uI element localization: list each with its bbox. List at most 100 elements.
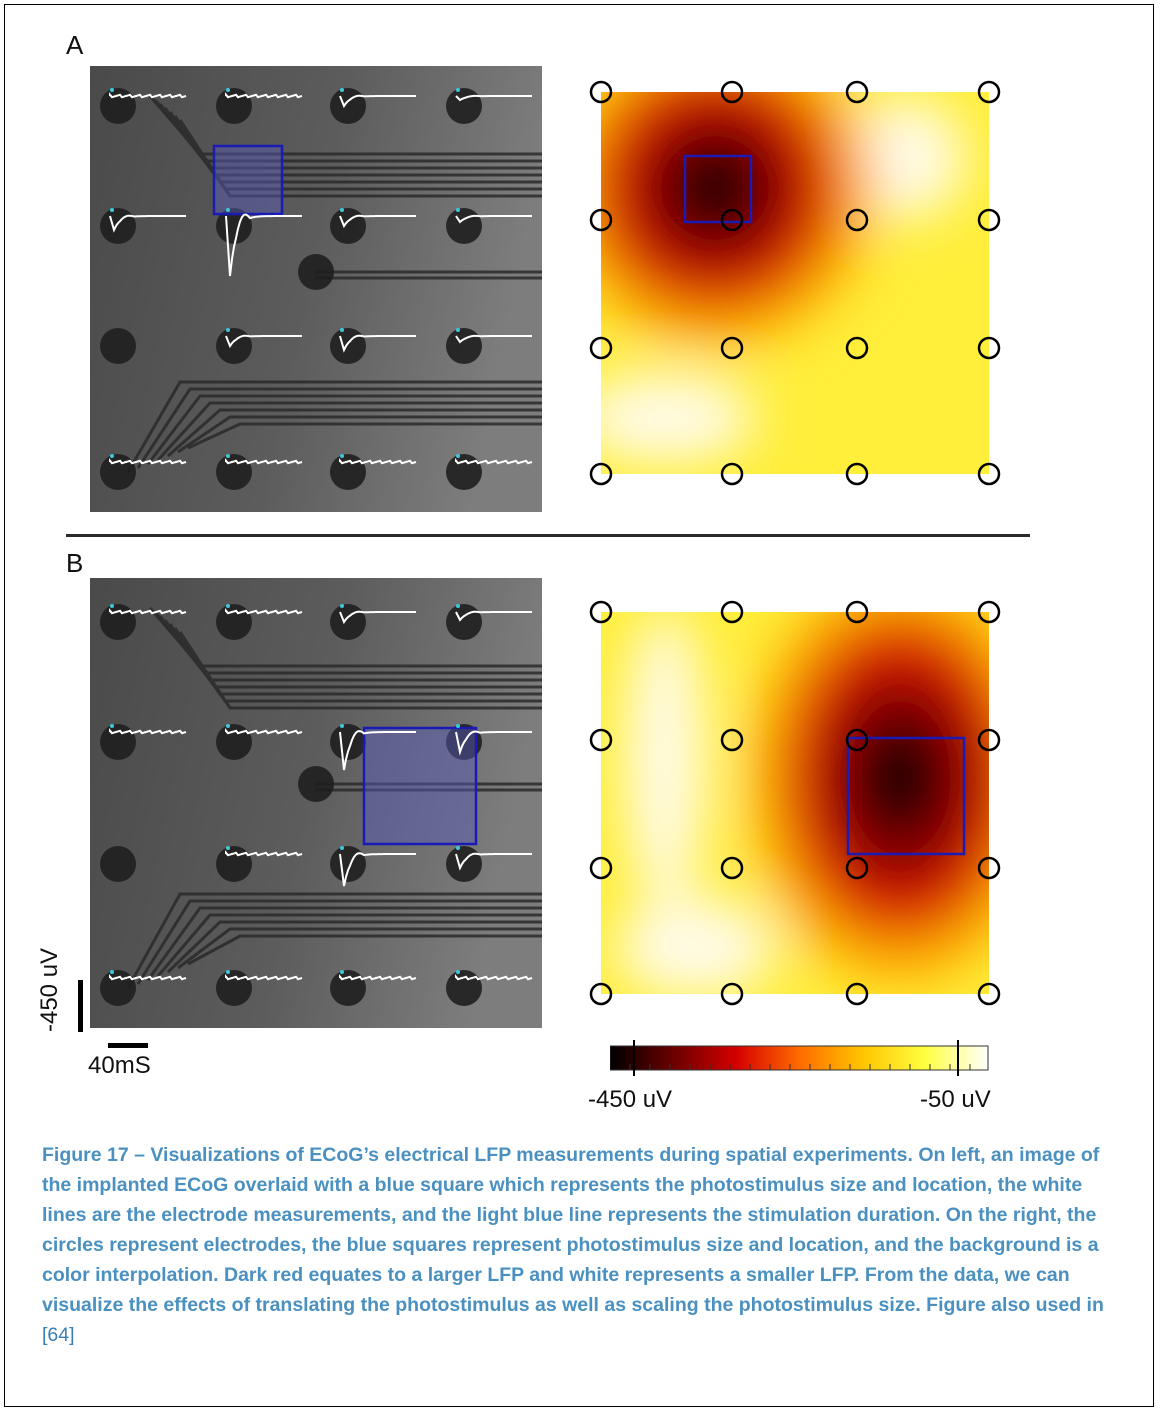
panel-b-electrode-trace: [339, 852, 416, 887]
vertical-scale-label: -450 uV: [36, 947, 63, 1032]
panel-a-stim-marker: [226, 88, 230, 92]
panel-a-electrode-circle: [977, 208, 1001, 232]
panel-a-stim-marker: [340, 454, 344, 458]
panel-b-electrode-trace: [225, 608, 303, 615]
panel-b-electrode-pad: [100, 604, 136, 640]
figure-frame: [4, 4, 1154, 1407]
panel-a-electrode-pad: [100, 328, 136, 364]
panel-b-electrode-pad: [298, 766, 334, 802]
panel-a-electrode-pad: [100, 208, 136, 244]
colorbar-max-label: -50 uV: [920, 1086, 991, 1113]
panel-a-electrode-trace: [109, 458, 187, 465]
panel-a-electrode-circle: [845, 80, 869, 104]
panel-a-stim-marker: [110, 454, 114, 458]
panel-b-electrode-circle: [720, 728, 744, 752]
panel-b-electrode-pad: [100, 846, 136, 882]
panel-a-electrode-pad: [446, 328, 482, 364]
panel-a-electrode-trace: [455, 334, 532, 344]
panel-b-stim-marker: [340, 846, 344, 850]
panel-b-electrode-circle: [845, 856, 869, 880]
panel-a-stim-marker: [340, 88, 344, 92]
panel-a-electrode-circle: [720, 80, 744, 104]
panel-a-electrode-circle: [845, 208, 869, 232]
panel-a-electrode-pad: [446, 88, 482, 124]
panel-a-electrode-trace: [455, 458, 533, 465]
panel-a-electrode-trace: [109, 214, 186, 233]
panel-a-stim-marker: [226, 328, 230, 332]
panel-a-electrode-trace: [339, 214, 416, 229]
panel-b-electrode-trace: [225, 974, 303, 981]
panel-b-electrode-circle: [977, 728, 1001, 752]
panel-b-electrode-trace: [339, 974, 417, 981]
panel-b-wiring: [126, 607, 542, 989]
caption-text: Figure 17 – Visualizations of ECoG’s ele…: [42, 1144, 1104, 1316]
horizontal-scale-bar: [108, 1043, 148, 1048]
panel-a-stim-marker: [226, 454, 230, 458]
vertical-scale-bar: [78, 980, 83, 1032]
panel-b-electrode-pad: [100, 970, 136, 1006]
panel-a-electrode-circle: [720, 336, 744, 360]
panel-a-electrode-trace: [225, 92, 303, 99]
panel-b-label: B: [66, 548, 84, 578]
panel-b-electrode-circle: [845, 600, 869, 624]
panel-a-electrode-circle: [589, 208, 613, 232]
panel-b-stim-marker: [456, 604, 460, 608]
colorbar: [609, 1040, 990, 1076]
panel-a-electrode-trace: [339, 94, 416, 109]
panel-a-label: A: [66, 30, 84, 60]
panel-b-interpolated-field: [601, 612, 989, 994]
panel-a-heatmap: [585, 78, 1005, 488]
panel-b-electrode-circle: [589, 982, 613, 1006]
panel-b-electrode-circle: [720, 856, 744, 880]
panel-b-electrode-trace: [109, 974, 187, 981]
colorbar-min-label: -450 uV: [588, 1086, 673, 1113]
panel-b-electrode-circle: [977, 856, 1001, 880]
panel-a-electrode-pad: [216, 88, 252, 124]
panel-b-photo-background: [90, 578, 542, 1028]
panel-b-stim-marker: [226, 970, 230, 974]
panel-b-stim-marker: [456, 970, 460, 974]
panel-b-electrode-pad: [100, 724, 136, 760]
panel-a-stim-marker: [340, 208, 344, 212]
panel-b-electrode-pad: [216, 846, 252, 882]
panel-a-electrode-pad: [216, 454, 252, 490]
panel-a-electrode-trace: [339, 334, 416, 353]
panel-b-electrode-trace: [455, 852, 532, 871]
panel-b-electrode-circle: [589, 856, 613, 880]
panel-b-electrode-circle: [720, 600, 744, 624]
colorbar-gradient: [609, 1045, 989, 1071]
panel-b-stim-marker: [110, 970, 114, 974]
panel-b-ecog-photo: [90, 578, 542, 1028]
panel-a-electrode-pad: [330, 328, 366, 364]
panel-b-electrode-pad: [446, 846, 482, 882]
panel-b-electrode-trace: [455, 610, 532, 622]
panel-a-electrode-trace: [109, 92, 187, 99]
panel-a-electrode-circle: [977, 462, 1001, 486]
panel-b-stim-marker: [226, 604, 230, 608]
panel-b-electrode-circle: [977, 600, 1001, 624]
panel-a-electrode-pad: [330, 208, 366, 244]
panel-a-electrode-trace: [455, 214, 532, 224]
panel-a-electrode-circle: [977, 80, 1001, 104]
panel-b-stim-marker: [340, 604, 344, 608]
panel-b-electrode-pad: [330, 846, 366, 882]
panel-a-electrode-pad: [100, 88, 136, 124]
panel-a-electrode-circle: [720, 208, 744, 232]
panel-a-stim-marker: [456, 88, 460, 92]
panel-b-stim-marker: [226, 846, 230, 850]
panel-b-electrode-circle: [720, 982, 744, 1006]
panel-b-stimulus-square: [362, 726, 478, 846]
horizontal-scale-label: 40mS: [88, 1052, 151, 1079]
panel-a-stim-marker: [110, 208, 114, 212]
panel-b-stim-marker: [340, 724, 344, 728]
panel-a-stim-marker: [226, 208, 230, 212]
panel-a-ecog-photo: [90, 66, 542, 512]
panel-b-electrode-trace: [339, 610, 416, 625]
panel-b-electrode-pad: [216, 604, 252, 640]
panel-a-electrode-trace: [225, 458, 303, 465]
panel-a-stimulus-square: [212, 144, 284, 216]
panel-a-electrode-circle: [589, 336, 613, 360]
panel-a-stimulus-square: [683, 154, 753, 224]
caption-reference: [64]: [42, 1324, 75, 1346]
panel-a-electrode-circle: [977, 336, 1001, 360]
